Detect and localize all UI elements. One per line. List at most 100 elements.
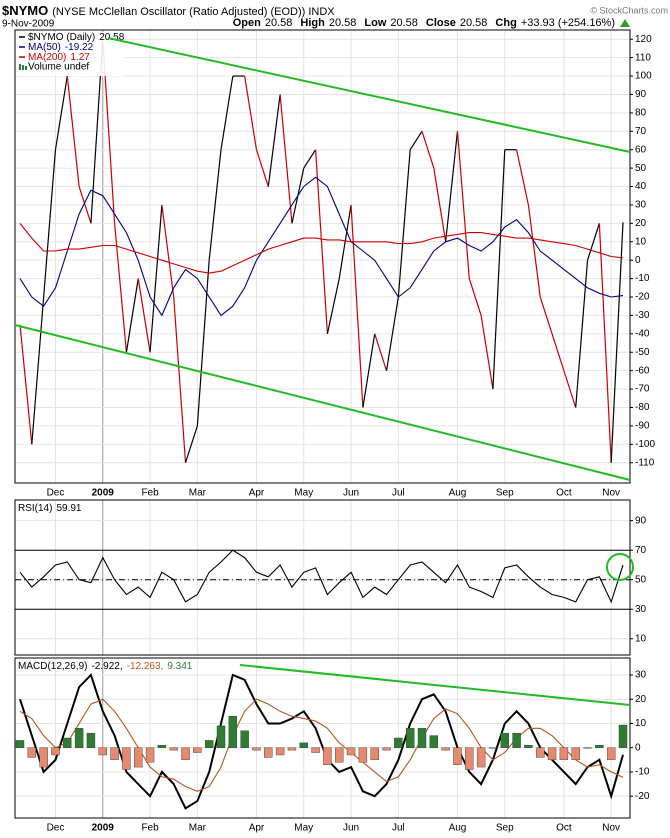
y-tick-label: -80: [635, 402, 650, 413]
y-tick-label: 90: [635, 89, 647, 100]
price-segment: [208, 149, 222, 261]
y-tick-label: 30: [635, 604, 647, 615]
histogram-bar: [405, 728, 415, 748]
quote-label: Open: [233, 17, 261, 29]
price-segment: [184, 425, 198, 463]
legend-entry: $NYMO (Daily) 20.58: [28, 32, 125, 43]
x-tick-label: Feb: [141, 823, 159, 834]
histogram-bar: [335, 747, 344, 763]
legend-swatch: [19, 64, 21, 70]
legend-entry: MACD(12,26,9) -2.922, -12.263, 9.341: [18, 661, 193, 672]
price-segment: [456, 131, 470, 279]
y-tick-label: 50: [635, 163, 647, 174]
price-segment: [433, 168, 447, 242]
histogram-bar: [323, 747, 332, 765]
histogram-bar: [98, 747, 107, 756]
price-segment: [125, 278, 139, 353]
title: (NYSE McClellan Oscillator (Ratio Adjust…: [52, 6, 335, 18]
price-segment: [196, 260, 210, 426]
histogram-bar: [275, 747, 285, 756]
y-tick-label: -110: [635, 457, 655, 468]
y-tick-label: -100: [635, 439, 655, 450]
x-tick-label: Oct: [556, 823, 572, 834]
x-tick-label: May: [294, 488, 313, 499]
price-segment: [421, 131, 435, 169]
y-tick-label: -40: [635, 328, 650, 339]
price-segment: [314, 149, 329, 334]
price-segment: [255, 149, 269, 187]
y-tick-label: 20: [635, 694, 647, 705]
price-segment: [527, 204, 541, 298]
y-tick-label: 120: [635, 34, 652, 45]
y-tick-label: 10: [635, 236, 647, 247]
y-tick-label: 30: [635, 200, 647, 211]
y-tick-label: -90: [635, 421, 650, 432]
x-tick-label: Feb: [141, 488, 159, 499]
x-tick-label: Nov: [602, 823, 620, 834]
x-tick-label: Mar: [189, 823, 207, 834]
histogram-bar: [157, 745, 167, 748]
price-segment: [362, 333, 376, 408]
trend-line: [239, 664, 631, 706]
histogram-bar: [465, 747, 474, 770]
price-segment: [492, 149, 506, 390]
histogram-bar: [571, 747, 580, 761]
y-tick-label: -30: [635, 310, 650, 321]
x-tick-label: Aug: [449, 823, 467, 834]
x-tick-label: Nov: [602, 488, 620, 499]
histogram-bar: [382, 747, 391, 751]
histogram-bar: [252, 747, 261, 751]
series-line: [19, 549, 624, 604]
quote-label: Low: [364, 17, 386, 29]
series-line: [19, 223, 624, 274]
legend-separator: ,: [161, 661, 164, 672]
legend-name: MACD(12,26,9): [18, 661, 87, 672]
price-segment: [279, 94, 293, 224]
price-segment: [113, 223, 128, 353]
histogram-bar: [524, 745, 533, 748]
price-segment: [31, 296, 45, 445]
price-segment: [54, 75, 68, 150]
histogram-bar: [193, 747, 202, 753]
y-tick-label: 60: [635, 144, 647, 155]
histogram-bar: [169, 747, 178, 751]
histogram-bar: [476, 747, 486, 768]
histogram-bar: [559, 747, 569, 761]
histogram-bar: [240, 730, 249, 748]
histogram-bar: [429, 735, 439, 748]
x-tick-label: Jul: [392, 823, 405, 834]
price-segment: [149, 204, 163, 353]
price-segment: [397, 149, 411, 298]
y-tick-label: 50: [635, 574, 647, 585]
x-tick-label: Jun: [343, 823, 359, 834]
legend-value: 59.91: [56, 503, 81, 514]
price-segment: [551, 333, 565, 371]
price-segment: [610, 222, 624, 463]
trend-line: [14, 324, 631, 481]
price-segment: [220, 75, 234, 150]
x-tick-label: Dec: [47, 488, 65, 499]
histogram-bar: [618, 724, 628, 748]
price-segment: [78, 186, 92, 224]
header-title: $NYMO (NYSE McClellan Oscillator (Ratio A…: [2, 3, 335, 18]
price-segment: [468, 278, 482, 316]
panel-frame: [14, 29, 631, 484]
x-tick-label: Jun: [343, 488, 359, 499]
price-segment: [480, 315, 494, 390]
legend-entry: Volume undef: [28, 62, 89, 73]
panel-frame: [14, 657, 631, 819]
histogram-bar: [27, 747, 37, 758]
y-tick-label: 90: [635, 515, 647, 526]
histogram-bar: [204, 740, 214, 748]
y-tick-label: 80: [635, 108, 647, 119]
series-line: [19, 176, 624, 317]
symbol: $NYMO: [2, 3, 48, 18]
price-segment: [598, 223, 612, 463]
legend-value: -12.263: [127, 661, 161, 672]
change-arrow: [620, 19, 630, 27]
histogram-bar: [74, 728, 84, 748]
series-line: [19, 673, 624, 810]
price-segment: [173, 296, 187, 463]
legend-name: RSI(14): [18, 503, 52, 514]
